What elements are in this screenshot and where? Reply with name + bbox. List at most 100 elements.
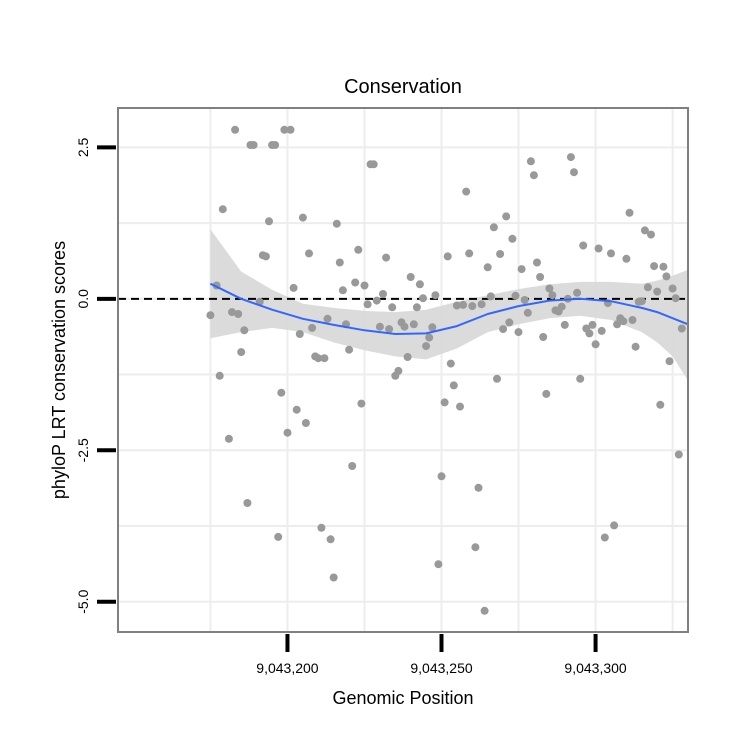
data-point: [560, 320, 569, 329]
data-point: [295, 330, 304, 338]
data-point: [323, 314, 332, 323]
x-axis: 9,043,200 9,043,250 9,043,300: [256, 634, 627, 676]
data-point: [298, 213, 307, 222]
data-point: [443, 252, 452, 261]
data-point: [388, 303, 397, 312]
data-point: [354, 245, 363, 254]
data-point: [329, 573, 338, 582]
data-point: [674, 450, 683, 459]
data-point: [338, 286, 347, 295]
data-point: [483, 263, 492, 272]
data-point: [613, 320, 622, 329]
data-point: [514, 328, 523, 337]
data-point: [428, 323, 437, 332]
data-point: [600, 533, 609, 542]
data-point: [637, 297, 646, 306]
data-point: [511, 291, 520, 300]
data-point: [249, 141, 258, 149]
data-point: [382, 253, 391, 262]
data-point: [570, 168, 578, 177]
data-point: [668, 284, 677, 293]
data-point: [591, 340, 600, 349]
data-point: [493, 374, 501, 383]
data-point: [228, 308, 236, 317]
data-point: [610, 521, 619, 530]
data-point: [419, 294, 427, 303]
data-point: [517, 265, 526, 274]
data-point: [237, 348, 246, 357]
data-point: [369, 160, 378, 169]
data-point: [643, 283, 652, 292]
panel-border: [117, 107, 689, 633]
y-tick-label: 0.0: [75, 289, 91, 309]
data-point: [403, 353, 412, 361]
data-point: [320, 354, 329, 363]
data-point: [631, 342, 640, 351]
data-point: [360, 281, 369, 290]
data-point: [523, 308, 532, 317]
data-point: [271, 141, 280, 149]
data-point: [465, 249, 474, 258]
data-point: [335, 258, 344, 267]
data-point: [434, 560, 443, 569]
data-point: [573, 288, 582, 297]
data-point: [462, 187, 471, 196]
data-point: [585, 329, 594, 338]
data-point: [409, 320, 418, 329]
data-point: [508, 234, 517, 243]
data-point: [502, 212, 511, 221]
data-point: [363, 300, 372, 309]
data-point: [677, 324, 686, 333]
data-point: [406, 273, 415, 281]
y-tick-label: -2.5: [75, 438, 91, 462]
data-point: [557, 302, 566, 311]
data-point: [425, 333, 434, 342]
data-point: [456, 402, 464, 411]
data-point: [243, 499, 252, 507]
data-point: [597, 326, 606, 335]
smooth-line: [209, 282, 689, 335]
data-point: [640, 226, 649, 235]
data-point: [332, 219, 341, 228]
data-point: [533, 258, 541, 267]
data-point: [218, 205, 227, 214]
data-point: [486, 292, 495, 301]
data-point: [588, 320, 597, 329]
x-tick-label: 9,043,200: [256, 660, 318, 676]
data-point: [277, 388, 286, 397]
data-points: [206, 125, 686, 615]
y-axis: 2.5 0.0 -2.5 -5.0: [75, 137, 116, 614]
data-point: [215, 371, 224, 380]
x-tick-label: 9,043,250: [410, 660, 472, 676]
data-point: [326, 535, 335, 544]
data-point: [468, 302, 477, 311]
data-point: [286, 125, 295, 134]
data-point: [499, 325, 508, 334]
data-point: [274, 532, 283, 541]
data-point: [289, 283, 298, 292]
data-point: [489, 223, 498, 232]
data-point: [625, 208, 634, 217]
data-point: [412, 303, 421, 312]
data-point: [314, 354, 323, 363]
data-point: [379, 290, 387, 298]
confidence-band: [210, 229, 688, 381]
data-point: [437, 472, 446, 481]
data-point: [231, 125, 240, 134]
y-tick-label: -5.0: [75, 589, 91, 613]
data-point: [280, 125, 289, 134]
data-point: [292, 405, 301, 414]
data-point: [206, 311, 215, 320]
data-point: [351, 278, 360, 287]
y-axis-label: phyloP LRT conservation scores: [49, 241, 69, 499]
data-point: [446, 359, 455, 368]
data-point: [224, 434, 233, 443]
data-point: [415, 280, 424, 289]
data-point: [662, 272, 671, 281]
data-point: [345, 345, 354, 354]
data-point: [394, 366, 403, 375]
plot-panel: [118, 108, 688, 632]
data-point: [526, 157, 535, 166]
data-point: [305, 249, 313, 258]
